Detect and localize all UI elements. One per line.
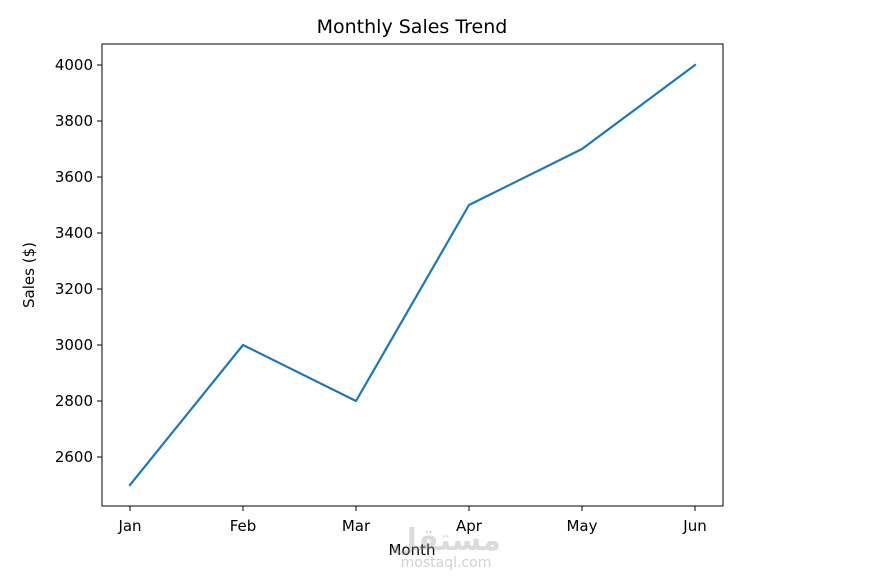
- series-layer: [128, 63, 697, 487]
- x-tick-label: Jun: [682, 517, 706, 535]
- y-tick-label: 3400: [55, 224, 93, 242]
- chart-title: Monthly Sales Trend: [317, 16, 508, 38]
- x-axis: Jan Feb Mar Apr May Jun: [117, 506, 707, 535]
- y-tick-label: 2800: [55, 392, 93, 410]
- y-axis-label: Sales ($): [20, 242, 38, 308]
- y-tick-label: 2600: [55, 448, 93, 466]
- y-tick-label: 4000: [55, 56, 93, 74]
- x-tick-label: May: [566, 517, 597, 535]
- y-tick-label: 3200: [55, 280, 93, 298]
- x-tick-label: Jan: [117, 517, 141, 535]
- x-tick-label: Mar: [342, 517, 371, 535]
- x-tick-label: Feb: [230, 517, 257, 535]
- y-tick-label: 3800: [55, 112, 93, 130]
- watermark: مستقل mostaql.com: [391, 523, 501, 571]
- x-tick-label: Apr: [456, 517, 483, 535]
- y-tick-label: 3600: [55, 168, 93, 186]
- y-tick-label: 3000: [55, 336, 93, 354]
- plot-frame: [101, 43, 724, 507]
- series-line: [128, 63, 697, 487]
- watermark-site: mostaql.com: [401, 555, 492, 571]
- watermark-mark: مستقل: [391, 523, 501, 558]
- y-axis: 2600 2800 3000 3200 3400 3600 3800 4000: [55, 56, 102, 466]
- x-axis-label: Month: [388, 541, 435, 559]
